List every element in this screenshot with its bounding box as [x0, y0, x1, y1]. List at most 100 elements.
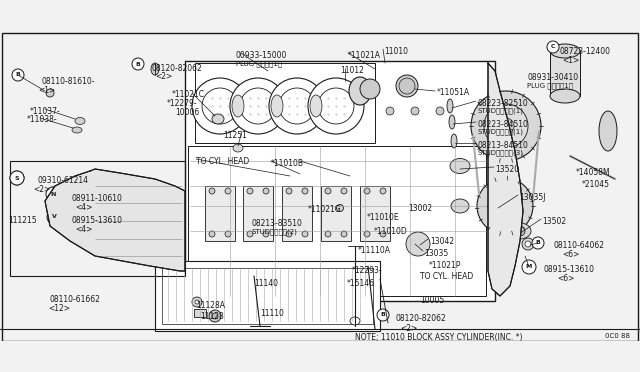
Circle shape	[247, 231, 253, 237]
Ellipse shape	[447, 99, 453, 113]
Ellipse shape	[599, 111, 617, 151]
Text: <4>: <4>	[75, 225, 92, 234]
Polygon shape	[488, 63, 523, 296]
Text: 11012: 11012	[340, 66, 364, 75]
Text: 08915-13610: 08915-13610	[72, 216, 123, 225]
Text: *11038-: *11038-	[27, 115, 58, 124]
Bar	[550, 51, 580, 96]
Circle shape	[212, 313, 218, 319]
Polygon shape	[45, 169, 185, 271]
Text: 08223-82510: 08223-82510	[477, 99, 528, 108]
Text: 08110-81610-: 08110-81610-	[42, 77, 95, 86]
Ellipse shape	[110, 207, 150, 219]
Text: STUDスタッド(1): STUDスタッド(1)	[477, 107, 523, 113]
Circle shape	[10, 171, 24, 185]
Text: B: B	[15, 73, 20, 77]
Text: 13035J: 13035J	[519, 193, 545, 202]
Text: 11251: 11251	[223, 131, 247, 140]
Circle shape	[380, 231, 386, 237]
Text: *11010E: *11010E	[367, 213, 399, 222]
Circle shape	[318, 88, 354, 124]
Circle shape	[286, 188, 292, 194]
Ellipse shape	[451, 134, 457, 148]
Text: 0C0 88: 0C0 88	[605, 333, 630, 339]
Ellipse shape	[110, 243, 150, 255]
Circle shape	[279, 88, 315, 124]
Text: 08223-84510: 08223-84510	[477, 120, 528, 129]
Text: B: B	[536, 241, 540, 246]
Ellipse shape	[396, 75, 418, 97]
Text: TO CYL. HEAD: TO CYL. HEAD	[420, 272, 473, 281]
Circle shape	[525, 241, 531, 247]
Circle shape	[522, 260, 536, 274]
Text: 11128A: 11128A	[196, 301, 225, 310]
Circle shape	[308, 78, 364, 134]
Circle shape	[498, 118, 514, 134]
Circle shape	[202, 88, 238, 124]
Text: *11051A: *11051A	[437, 88, 470, 97]
Circle shape	[47, 187, 61, 201]
Circle shape	[471, 91, 541, 161]
Circle shape	[364, 231, 370, 237]
Circle shape	[399, 78, 415, 94]
Text: 13035: 13035	[424, 249, 448, 258]
Bar	[321, 186, 351, 241]
Text: <12>: <12>	[48, 304, 70, 313]
Circle shape	[477, 178, 533, 234]
Circle shape	[341, 231, 347, 237]
Text: 11110: 11110	[260, 309, 284, 318]
Ellipse shape	[46, 89, 54, 97]
Bar	[155, 261, 380, 331]
Circle shape	[411, 107, 419, 115]
Bar	[194, 309, 206, 317]
Ellipse shape	[451, 199, 469, 213]
Ellipse shape	[75, 118, 85, 125]
Text: 08110-64062: 08110-64062	[553, 241, 604, 250]
Ellipse shape	[110, 225, 150, 237]
Circle shape	[484, 104, 528, 148]
Bar	[10, 161, 185, 276]
Bar	[162, 268, 373, 324]
Text: *11010D: *11010D	[374, 227, 408, 236]
Text: *11021P: *11021P	[429, 261, 461, 270]
Circle shape	[377, 309, 389, 321]
Text: 13042: 13042	[430, 237, 454, 246]
Text: C: C	[551, 45, 556, 49]
Circle shape	[547, 41, 559, 53]
Circle shape	[209, 188, 215, 194]
Bar	[195, 63, 375, 143]
Bar	[188, 146, 486, 296]
Circle shape	[192, 297, 202, 307]
Text: M: M	[526, 264, 532, 269]
Ellipse shape	[337, 205, 344, 212]
Text: <1>: <1>	[562, 56, 579, 65]
Text: STUDスタッド(2): STUDスタッド(2)	[252, 228, 298, 235]
Bar	[360, 186, 390, 241]
Text: PLUG プラグ（1）: PLUG プラグ（1）	[527, 82, 573, 89]
Ellipse shape	[72, 127, 82, 133]
Text: *12293-: *12293-	[352, 266, 383, 275]
Text: *14058M: *14058M	[576, 168, 611, 177]
Text: 08213-84510: 08213-84510	[477, 141, 528, 150]
Circle shape	[240, 88, 276, 124]
Text: STUDスタッド(1): STUDスタッド(1)	[477, 128, 523, 135]
Ellipse shape	[212, 114, 224, 124]
Ellipse shape	[232, 95, 244, 117]
Text: B: B	[381, 312, 385, 317]
Circle shape	[499, 200, 511, 212]
Text: *12279-: *12279-	[167, 99, 198, 108]
Circle shape	[46, 187, 60, 201]
Text: <6>: <6>	[562, 250, 579, 259]
Circle shape	[522, 238, 534, 250]
Text: NOTE; 11010 BLOCK ASSY CYLINDER(INC. *): NOTE; 11010 BLOCK ASSY CYLINDER(INC. *)	[355, 333, 522, 342]
Text: *21045: *21045	[582, 180, 610, 189]
Text: 08213-83510: 08213-83510	[252, 219, 303, 228]
Circle shape	[132, 58, 144, 70]
Circle shape	[209, 310, 221, 322]
Circle shape	[192, 78, 248, 134]
Text: 08723-12400: 08723-12400	[559, 47, 610, 56]
Bar	[185, 61, 495, 301]
Circle shape	[515, 226, 525, 236]
Ellipse shape	[550, 89, 580, 103]
Ellipse shape	[550, 44, 580, 58]
